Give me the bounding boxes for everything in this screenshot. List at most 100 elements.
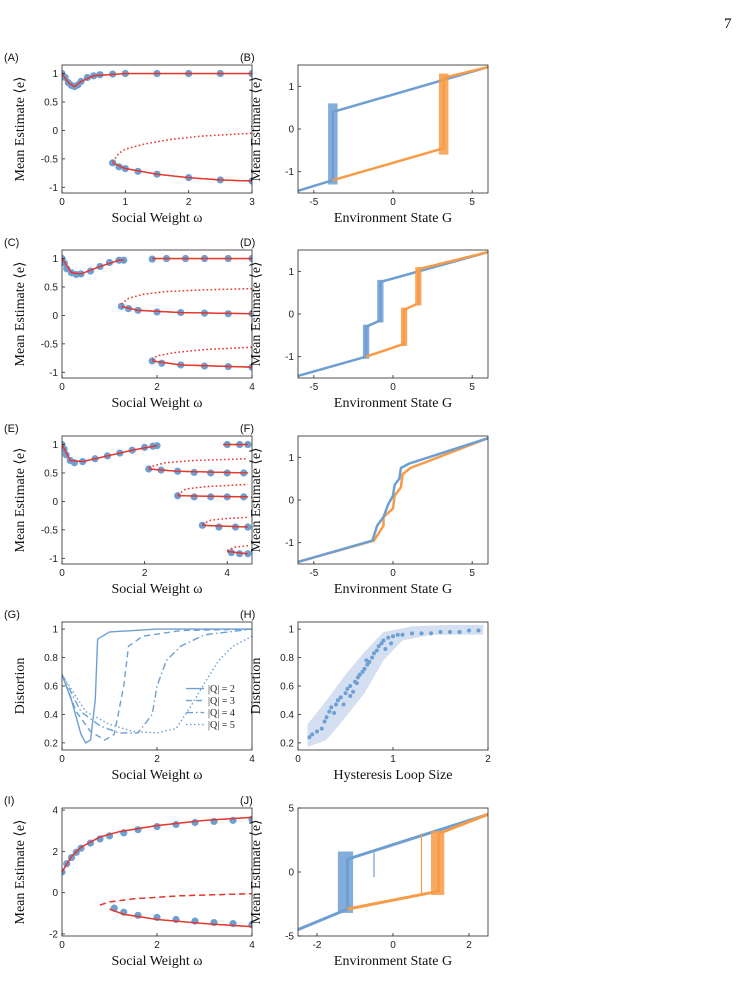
hysteresis-band — [328, 103, 338, 185]
series-line — [298, 436, 488, 564]
x-tick-label: 4 — [249, 754, 255, 765]
y-tick-label: -1 — [285, 538, 294, 549]
y-tick-label: 0 — [52, 888, 58, 899]
x-axis-title: Social Weight ω — [111, 768, 202, 783]
x-tick-label: 0 — [59, 382, 65, 393]
legend-label: |Q| = 5 — [208, 720, 235, 731]
data-point — [335, 698, 340, 703]
x-tick-label: 4 — [249, 940, 255, 951]
fit-curve — [62, 72, 252, 88]
y-tick-label: 0.5 — [44, 468, 58, 479]
data-point — [364, 658, 369, 663]
y-axis-title: Mean Estimate ⟨e⟩ — [13, 77, 28, 182]
y-tick-label: 0.2 — [44, 738, 58, 749]
data-point — [429, 631, 433, 636]
data-point — [190, 468, 198, 477]
series-line — [298, 250, 488, 378]
y-tick-label: 1 — [288, 625, 294, 636]
x-tick-label: 2 — [154, 754, 160, 765]
data-point — [383, 647, 388, 652]
data-point — [395, 632, 400, 637]
y-tick-label: 1 — [288, 453, 294, 464]
y-tick-label: 0 — [52, 311, 58, 322]
x-tick-label: 1 — [123, 197, 129, 208]
chart-panel-b: -5 0 5 -1 0 1 Environment State G Mean Estimate… — [240, 52, 489, 226]
data-point — [379, 641, 384, 646]
fit-curve — [120, 288, 252, 305]
x-tick-label: 5 — [469, 568, 475, 579]
data-point — [354, 681, 359, 686]
data-point — [191, 818, 199, 827]
x-tick-label: -5 — [309, 568, 318, 579]
y-tick-label: 1 — [288, 82, 294, 93]
data-point — [338, 695, 343, 700]
series-line — [148, 458, 248, 468]
data-point — [381, 638, 386, 643]
y-axis-title: Mean Estimate ⟨e⟩ — [13, 820, 28, 925]
y-axis-title: Distortion — [13, 658, 28, 715]
data-point — [343, 691, 348, 696]
x-axis-title: Social Weight ω — [111, 396, 202, 411]
y-tick-label: 0.4 — [280, 710, 294, 721]
panel-label: (A) — [4, 52, 19, 64]
x-axis-title: Environment State G — [334, 396, 452, 411]
x-tick-label: 1 — [390, 754, 396, 765]
data-point — [207, 469, 215, 477]
panel-label: (H) — [240, 609, 255, 621]
legend-label: |Q| = 4 — [208, 708, 235, 719]
x-tick-label: -5 — [309, 382, 318, 393]
y-tick-label: -5 — [285, 932, 294, 943]
y-axis-title: Mean Estimate ⟨e⟩ — [13, 448, 28, 553]
confidence-band — [307, 624, 484, 748]
y-tick-label: -0.5 — [41, 339, 59, 350]
data-point — [322, 719, 327, 724]
fit-curve — [226, 545, 248, 551]
y-axis-title: Distortion — [249, 658, 264, 715]
hysteresis-band — [431, 831, 445, 896]
fit-curve — [62, 258, 124, 275]
panel-label: (B) — [240, 52, 255, 64]
series-line-Q3 — [62, 628, 252, 741]
y-axis-title: Mean Estimate ⟨e⟩ — [249, 262, 264, 367]
series-line — [99, 892, 252, 906]
y-tick-label: -1 — [49, 554, 58, 565]
y-tick-label: -1 — [285, 352, 294, 363]
data-point — [307, 735, 312, 740]
data-point — [174, 492, 182, 500]
y-tick-label: 0 — [288, 496, 294, 507]
axes-frame — [297, 249, 489, 379]
data-point — [324, 715, 329, 720]
chart-panel-h: 0 1 2 0.2 0.4 0.6 0.8 1 Hysteresis Loop Size Dist… — [240, 609, 491, 783]
data-point — [457, 629, 462, 634]
y-tick-label: 4 — [52, 806, 58, 817]
series-line — [332, 65, 488, 182]
x-axis-title: Social Weight ω — [111, 582, 202, 597]
axes-frame — [61, 435, 253, 565]
data-point — [134, 911, 142, 919]
y-tick-label: 1 — [52, 440, 58, 451]
data-point — [357, 672, 362, 677]
x-tick-label: 0 — [390, 197, 396, 208]
fit-curve — [112, 162, 252, 182]
panel-label: (I) — [4, 795, 14, 807]
data-point — [172, 820, 180, 829]
plot-area — [298, 250, 488, 378]
y-tick-label: 0 — [52, 497, 58, 508]
y-tick-label: -2 — [49, 929, 58, 940]
x-tick-label: 0 — [295, 754, 301, 765]
data-point — [389, 641, 394, 646]
chart-panel-g: 0 2 4 0.2 0.4 0.6 0.8 1 Social Weight ω Distortio… — [4, 609, 255, 783]
y-tick-label: 0.5 — [44, 282, 58, 293]
plot-area — [62, 254, 252, 371]
x-tick-label: 0 — [390, 382, 396, 393]
x-tick-label: 4 — [224, 568, 230, 579]
fit-curve — [121, 305, 252, 315]
y-tick-label: 0.6 — [280, 682, 294, 693]
plot-area — [62, 440, 252, 558]
y-tick-label: 1 — [52, 254, 58, 265]
x-axis-title: Hysteresis Loop Size — [334, 768, 453, 783]
series-line — [298, 436, 488, 564]
data-point — [372, 651, 376, 656]
fit-curve — [148, 458, 248, 468]
